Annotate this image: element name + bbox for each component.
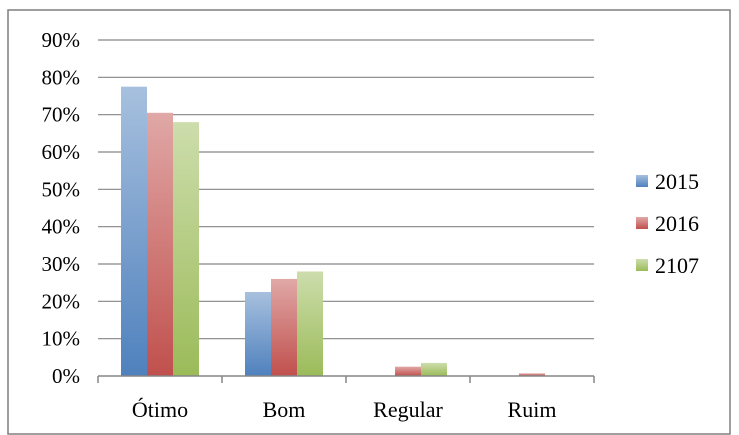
y-tick-label: 40% [42,215,81,239]
y-tick-label: 30% [42,252,81,276]
x-axis [97,375,595,383]
legend-label-2016: 2016 [655,211,699,236]
bars [121,86,545,377]
y-tick-label: 0% [52,364,80,388]
category-label: Bom [263,397,306,422]
legend-label-2107: 2107 [655,253,699,278]
bar-2016-2 [395,366,421,376]
y-tick-label: 10% [42,327,81,351]
legend-swatch-2107 [636,259,648,271]
y-tick-label: 60% [42,140,81,164]
category-label: Ruim [508,397,557,422]
category-label: Ótimo [132,397,188,422]
bar-2107-2 [421,362,447,376]
y-tick-label: 80% [42,65,81,89]
legend-swatch-2016 [636,217,648,229]
legend: 2015 2016 2107 [636,169,699,278]
bar-2107-0 [173,122,199,376]
legend-swatch-2015 [636,175,648,187]
y-tick-label: 20% [42,289,81,313]
category-labels: Ótimo Bom Regular Ruim [132,397,557,422]
bar-2015-1 [245,292,271,376]
bar-2016-0 [147,112,173,377]
bar-2015-0 [121,86,147,377]
y-tick-label: 50% [42,177,81,201]
legend-label-2015: 2015 [655,169,699,194]
y-tick-label: 70% [42,103,81,127]
chart-border [7,9,731,435]
bar-2107-1 [297,271,323,376]
y-axis-ticks: 0% 10% 20% 30% 40% 50% 60% 70% 80% 90% [42,28,81,388]
bar-2016-1 [271,278,297,376]
bar-2016-3 [519,373,545,376]
y-tick-label: 90% [42,28,81,52]
category-label: Regular [373,397,443,422]
